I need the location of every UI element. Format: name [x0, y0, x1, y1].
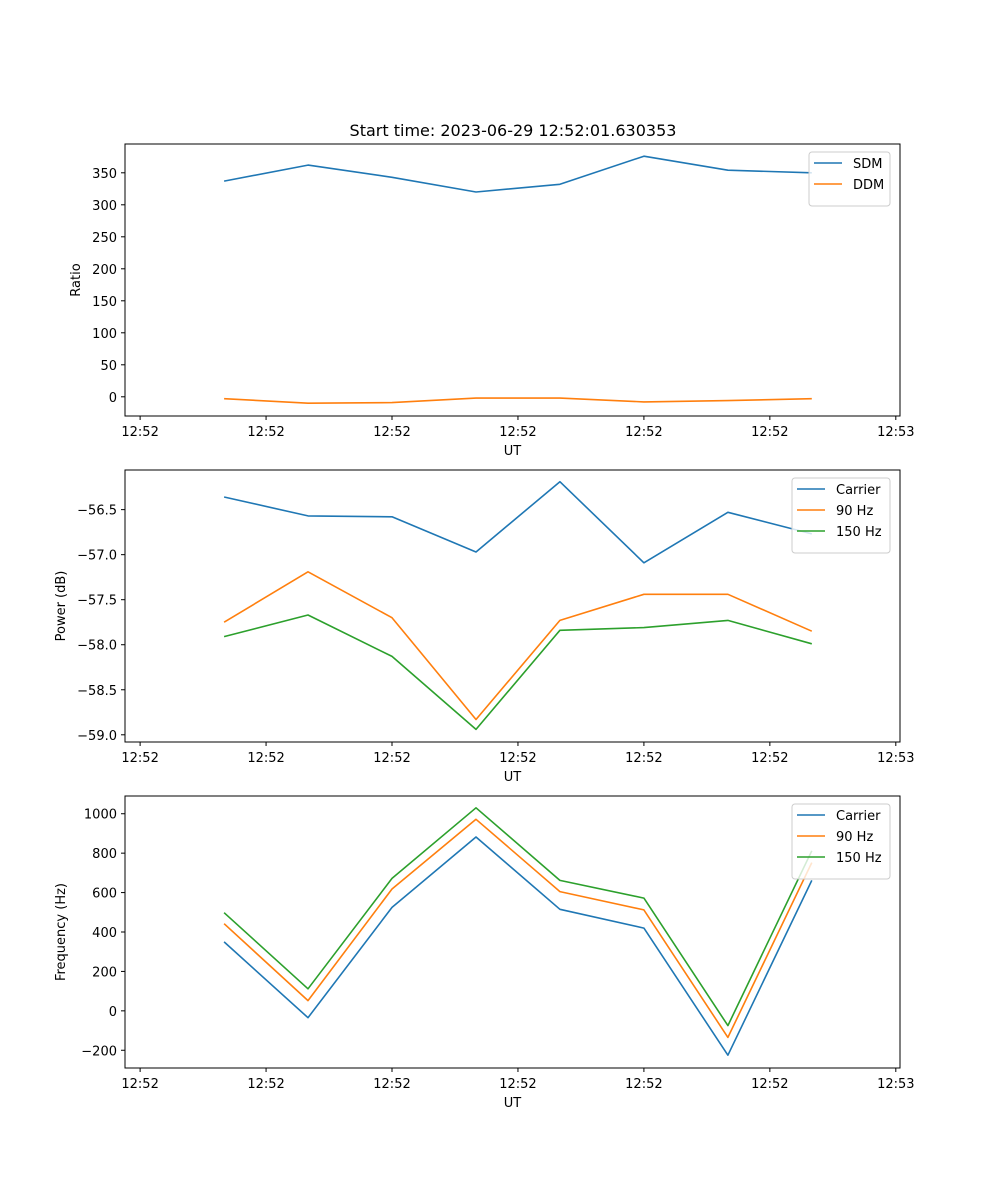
x-tick-label: 12:52	[121, 751, 158, 766]
panels: 12:52 12:52 12:52 12:52 12:52 12:52 12:53 0 50 10…	[54, 143, 915, 1111]
x-tick-label: 12:52	[625, 425, 662, 440]
x-tick-label: 12:53	[877, 425, 914, 440]
x-tick-label: 12:52	[751, 1077, 788, 1092]
x-tick-label: 12:52	[121, 1077, 158, 1092]
x-tick-label: 12:52	[373, 751, 410, 766]
x-axis-label: UT	[504, 444, 522, 459]
legend: Carrier 90 Hz 150 Hz	[791, 803, 891, 880]
x-tick-label: 12:52	[247, 751, 284, 766]
axes-frame	[124, 143, 901, 417]
y-tick-label: 200	[92, 263, 117, 278]
legend-frame	[808, 151, 891, 207]
legend-label: Carrier	[836, 809, 881, 824]
y-axis-label: Ratio	[69, 263, 84, 296]
y-axis-label: Frequency (Hz)	[54, 883, 69, 981]
series-line-150-hz	[223, 614, 813, 731]
figure-title: Start time: 2023-06-29 12:52:01.630353	[350, 121, 677, 140]
series-line-carrier	[223, 480, 812, 564]
legend-label: SDM	[853, 157, 882, 172]
y-tick-label: −58.5	[77, 684, 117, 699]
y-tick-label: 600	[92, 887, 117, 902]
legend-frame	[791, 803, 891, 880]
series-line-ddm	[224, 397, 812, 405]
panel-2: 12:52 12:52 12:52 12:52 12:52 12:52 12:53 −59.0…	[54, 469, 915, 785]
x-tick-label: 12:52	[751, 425, 788, 440]
x-tick-label: 12:52	[373, 425, 410, 440]
y-tick-label: 0	[109, 391, 117, 406]
series-line-carrier	[223, 836, 813, 1056]
y-tick-label: 0	[109, 1005, 117, 1020]
y-tick-label: 200	[92, 965, 117, 980]
legend: SDM DDM	[808, 151, 891, 207]
y-tick-label: 250	[92, 231, 117, 246]
legend-label: 90 Hz	[836, 504, 873, 519]
y-tick-label: 400	[92, 926, 117, 941]
legend-label: 150 Hz	[836, 525, 882, 540]
y-tick-label: −200	[81, 1044, 117, 1059]
panel-3: 12:52 12:52 12:52 12:52 12:52 12:52 12:53 −200 0…	[54, 795, 915, 1111]
series-line-sdm	[223, 155, 812, 193]
series-line-90-hz	[223, 570, 813, 721]
x-axis-label: UT	[504, 1096, 522, 1111]
y-tick-label: −57.5	[77, 594, 117, 609]
legend-label: Carrier	[836, 483, 881, 498]
legend-frame	[791, 477, 891, 554]
y-tick-label: −59.0	[77, 729, 117, 744]
x-tick-label: 12:52	[625, 1077, 662, 1092]
x-tick-label: 12:52	[247, 1077, 284, 1092]
y-tick-label: 350	[92, 167, 117, 182]
x-tick-label: 12:52	[247, 425, 284, 440]
x-tick-label: 12:52	[499, 751, 536, 766]
y-tick-label: 50	[100, 359, 117, 374]
x-tick-label: 12:52	[625, 751, 662, 766]
x-tick-label: 12:52	[121, 425, 158, 440]
x-tick-label: 12:52	[373, 1077, 410, 1092]
x-tick-label: 12:52	[499, 425, 536, 440]
x-tick-label: 12:53	[877, 1077, 914, 1092]
legend-label: 90 Hz	[836, 830, 873, 845]
panel-1: 12:52 12:52 12:52 12:52 12:52 12:52 12:53 0 50 10…	[69, 143, 915, 459]
series-line-150-hz	[223, 806, 813, 1027]
x-tick-label: 12:52	[499, 1077, 536, 1092]
x-tick-label: 12:53	[877, 751, 914, 766]
legend: Carrier 90 Hz 150 Hz	[791, 477, 891, 554]
legend-label: DDM	[853, 178, 884, 193]
y-tick-label: −57.0	[77, 549, 117, 564]
y-tick-label: 150	[92, 295, 117, 310]
y-tick-label: 100	[92, 327, 117, 342]
y-tick-label: −56.5	[77, 504, 117, 519]
legend-label: 150 Hz	[836, 851, 882, 866]
axes-frame	[124, 469, 901, 743]
x-tick-label: 12:52	[751, 751, 788, 766]
y-axis-label: Power (dB)	[54, 571, 69, 642]
y-tick-label: 1000	[84, 808, 117, 823]
y-tick-label: 300	[92, 199, 117, 214]
y-tick-label: −58.0	[77, 639, 117, 654]
y-tick-label: 800	[92, 847, 117, 862]
x-axis-label: UT	[504, 770, 522, 785]
series-line-90-hz	[223, 818, 813, 1039]
